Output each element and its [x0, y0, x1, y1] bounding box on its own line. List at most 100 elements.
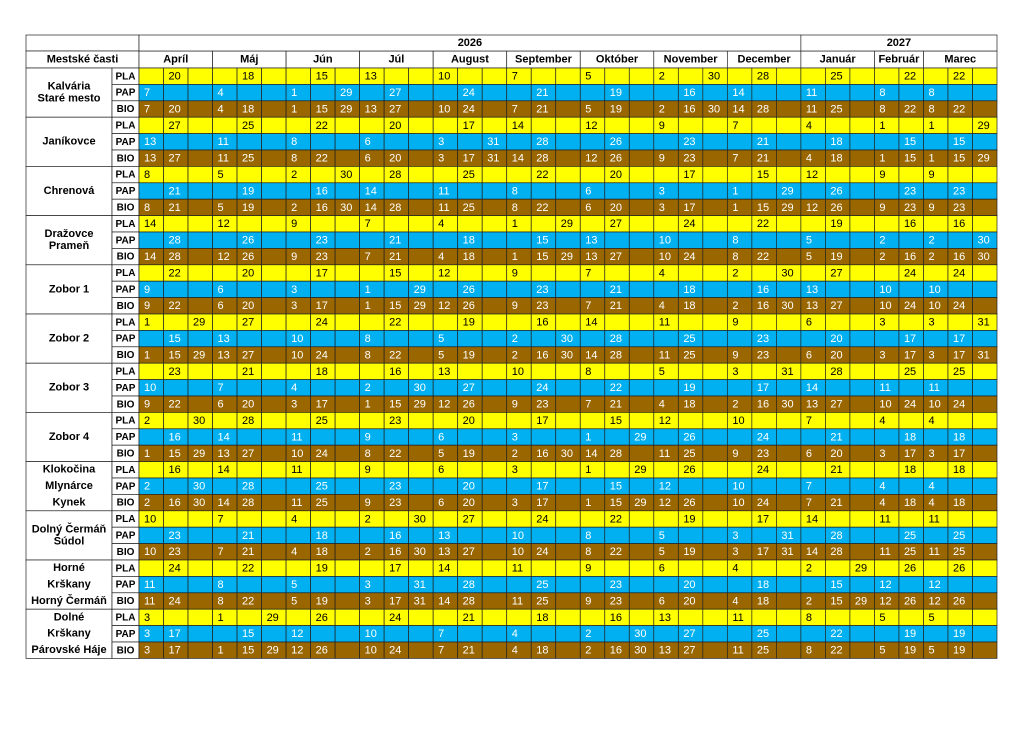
- date-cell: [776, 67, 802, 85]
- date-value: 16: [389, 530, 401, 542]
- date-cell: [628, 346, 655, 364]
- date-value: 31: [414, 579, 426, 591]
- date-value: 6: [218, 284, 224, 296]
- date-value: 2: [806, 595, 812, 607]
- date-cell: [726, 330, 753, 348]
- date-value: 28: [169, 235, 181, 247]
- date-value: 30: [193, 415, 205, 427]
- date-cell: [530, 559, 557, 577]
- date-value: 20: [463, 497, 475, 509]
- date-value: 17: [953, 349, 965, 361]
- date-value: 29: [634, 497, 646, 509]
- date-value: 31: [781, 366, 793, 378]
- date-cell: [408, 412, 434, 430]
- date-value: 2: [732, 399, 738, 411]
- date-cell: [383, 215, 410, 233]
- date-cell: [261, 362, 287, 380]
- date-value: 3: [512, 497, 518, 509]
- date-value: 13: [438, 546, 450, 558]
- date-cell: [923, 166, 949, 184]
- date-cell: [555, 100, 581, 118]
- date-cell: [555, 166, 581, 184]
- date-cell: [285, 576, 311, 594]
- date-cell: [923, 198, 949, 216]
- date-value: 25: [904, 530, 916, 542]
- date-cell: [187, 231, 213, 249]
- date-cell: [849, 625, 875, 643]
- date-value: 19: [242, 185, 254, 197]
- date-cell: [359, 133, 385, 151]
- date-value: 28: [389, 202, 401, 214]
- date-value: 8: [879, 87, 885, 99]
- date-cell: [726, 133, 753, 151]
- date-value: 21: [830, 497, 842, 509]
- date-cell: [800, 526, 826, 544]
- date-cell: [825, 313, 851, 331]
- date-cell: [285, 280, 311, 298]
- date-cell: [555, 625, 581, 643]
- date-cell: [849, 133, 875, 151]
- date-value: 5: [438, 333, 444, 345]
- date-value: 4: [806, 120, 812, 132]
- date-cell: [359, 248, 385, 266]
- date-value: 6: [659, 595, 665, 607]
- date-cell: [579, 182, 606, 200]
- date-cell: [334, 412, 360, 430]
- date-cell: [187, 182, 213, 200]
- date-cell: [849, 543, 875, 561]
- date-cell: [138, 84, 164, 102]
- date-cell: [825, 412, 851, 430]
- date-cell: [702, 280, 728, 298]
- date-cell: [726, 182, 753, 200]
- date-cell: [310, 461, 336, 479]
- date-value: 1: [144, 317, 150, 329]
- date-cell: [481, 477, 508, 495]
- date-cell: [408, 625, 434, 643]
- date-cell: [555, 362, 581, 380]
- date-cell: [923, 362, 949, 380]
- date-cell: [972, 133, 998, 151]
- date-cell: [334, 477, 360, 495]
- date-value: 25: [830, 71, 842, 83]
- date-value: 20: [242, 300, 254, 312]
- date-cell: [506, 248, 532, 266]
- date-cell: [653, 67, 679, 85]
- date-value: 1: [585, 497, 591, 509]
- date-value: 3: [438, 153, 444, 165]
- date-value: 24: [536, 546, 548, 558]
- date-value: 15: [953, 153, 965, 165]
- date-cell: [972, 494, 998, 512]
- date-cell: [138, 559, 164, 577]
- district-name: Krškany: [47, 628, 91, 640]
- date-cell: [825, 510, 851, 528]
- date-value: 30: [561, 349, 573, 361]
- date-value: 15: [389, 267, 401, 279]
- date-cell: [187, 461, 213, 479]
- date-value: 29: [977, 120, 989, 132]
- date-cell: [334, 116, 360, 134]
- date-cell: [383, 625, 410, 643]
- date-value: 5: [928, 612, 934, 624]
- date-cell: [261, 248, 287, 266]
- date-value: 26: [953, 563, 965, 575]
- date-cell: [310, 625, 336, 643]
- date-cell: [751, 412, 777, 430]
- date-value: 30: [781, 267, 793, 279]
- date-value: 11: [879, 546, 890, 558]
- date-cell: [359, 264, 385, 282]
- date-value: 22: [953, 71, 965, 83]
- date-value: 6: [806, 349, 812, 361]
- date-value: 6: [365, 136, 371, 148]
- date-cell: [776, 166, 802, 184]
- date-cell: [677, 477, 704, 495]
- date-cell: [972, 166, 998, 184]
- waste-type: PLA: [116, 416, 136, 427]
- date-value: 9: [585, 595, 591, 607]
- date-cell: [138, 116, 164, 134]
- date-cell: [923, 608, 949, 626]
- date-cell: [310, 280, 336, 298]
- date-cell: [726, 67, 753, 85]
- date-cell: [285, 313, 311, 331]
- date-value: 7: [144, 87, 150, 99]
